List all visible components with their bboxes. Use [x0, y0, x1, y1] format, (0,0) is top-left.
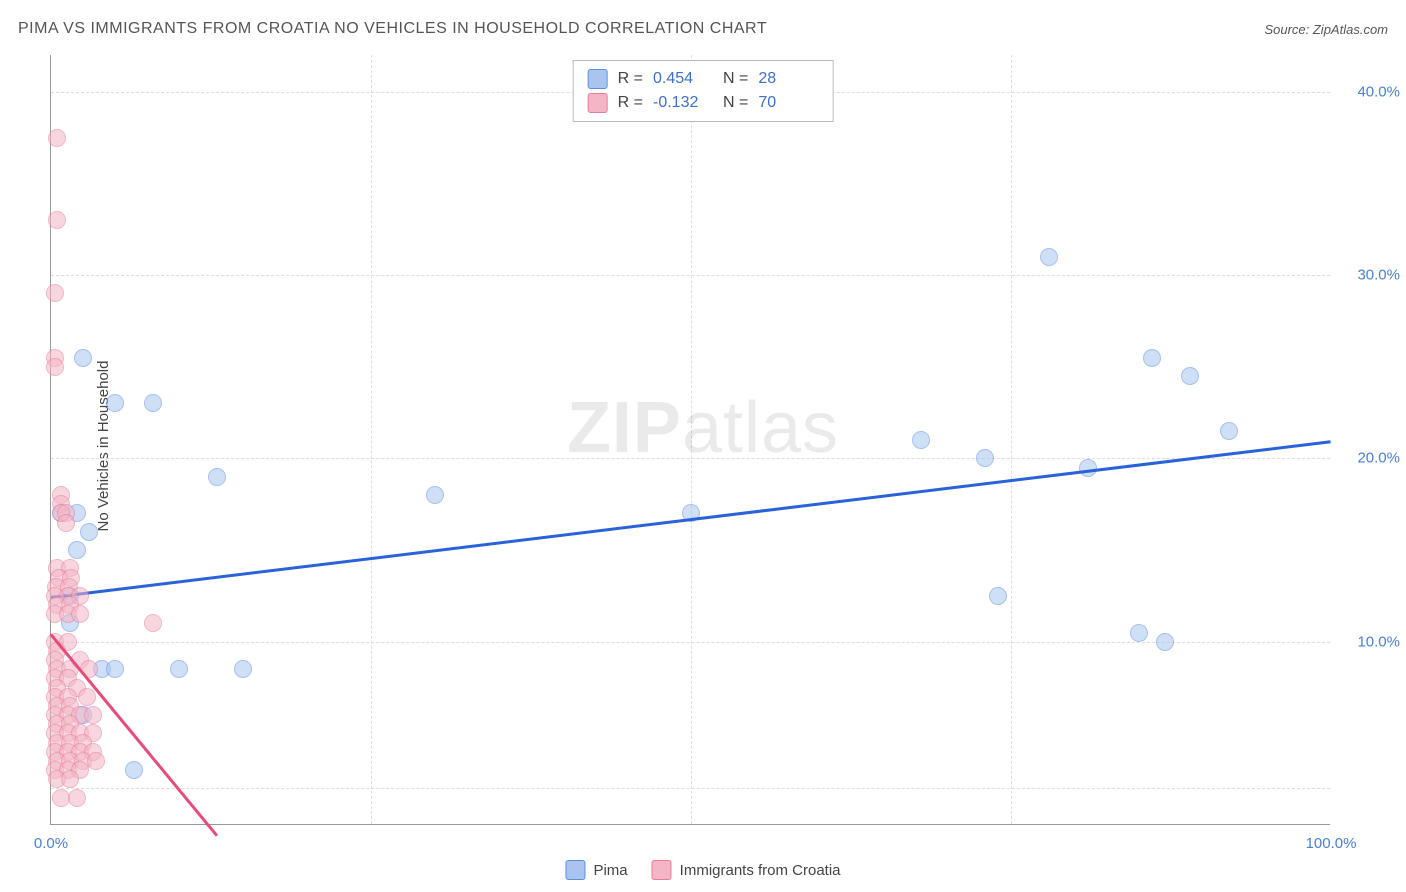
series-swatch — [588, 69, 608, 89]
n-label: N = — [723, 70, 748, 88]
data-point — [1040, 248, 1058, 266]
r-value: -0.132 — [653, 94, 713, 112]
data-point — [1130, 624, 1148, 642]
gridline-vertical — [371, 55, 372, 824]
data-point — [1220, 422, 1238, 440]
series-swatch — [652, 860, 672, 880]
data-point — [1181, 367, 1199, 385]
stats-row: R = -0.132 N = 70 — [588, 91, 819, 115]
r-value: 0.454 — [653, 70, 713, 88]
data-point — [87, 752, 105, 770]
data-point — [78, 688, 96, 706]
data-point — [170, 660, 188, 678]
data-point — [125, 761, 143, 779]
stats-row: R = 0.454 N = 28 — [588, 67, 819, 91]
gridline-vertical — [1011, 55, 1012, 824]
data-point — [46, 358, 64, 376]
n-value: 70 — [758, 94, 818, 112]
y-tick-label: 10.0% — [1340, 633, 1400, 650]
data-point — [989, 587, 1007, 605]
data-point — [74, 349, 92, 367]
data-point — [106, 394, 124, 412]
data-point — [80, 523, 98, 541]
legend-label: Pima — [593, 862, 627, 879]
data-point — [68, 789, 86, 807]
n-label: N = — [723, 94, 748, 112]
gridline-vertical — [691, 55, 692, 824]
data-point — [57, 514, 75, 532]
data-point — [208, 468, 226, 486]
y-tick-label: 20.0% — [1340, 450, 1400, 467]
data-point — [234, 660, 252, 678]
legend-label: Immigrants from Croatia — [680, 862, 841, 879]
data-point — [144, 614, 162, 632]
data-point — [106, 660, 124, 678]
data-point — [1079, 459, 1097, 477]
y-tick-label: 30.0% — [1340, 267, 1400, 284]
series-swatch — [565, 860, 585, 880]
data-point — [426, 486, 444, 504]
legend-item: Immigrants from Croatia — [652, 860, 841, 880]
data-point — [48, 211, 66, 229]
data-point — [68, 541, 86, 559]
r-label: R = — [618, 70, 643, 88]
data-point — [1143, 349, 1161, 367]
title-bar: PIMA VS IMMIGRANTS FROM CROATIA NO VEHIC… — [18, 20, 1388, 38]
data-point — [1156, 633, 1174, 651]
n-value: 28 — [758, 70, 818, 88]
x-tick-label: 0.0% — [34, 835, 68, 852]
data-point — [71, 605, 89, 623]
r-label: R = — [618, 94, 643, 112]
series-legend: Pima Immigrants from Croatia — [565, 860, 840, 880]
scatter-plot: 10.0%20.0%30.0%40.0%0.0%100.0% — [50, 55, 1330, 825]
data-point — [912, 431, 930, 449]
legend-item: Pima — [565, 860, 627, 880]
data-point — [46, 284, 64, 302]
y-tick-label: 40.0% — [1340, 83, 1400, 100]
data-point — [84, 706, 102, 724]
series-swatch — [588, 93, 608, 113]
source-attribution: Source: ZipAtlas.com — [1264, 22, 1388, 37]
x-tick-label: 100.0% — [1306, 835, 1357, 852]
data-point — [61, 770, 79, 788]
data-point — [48, 129, 66, 147]
data-point — [976, 449, 994, 467]
data-point — [144, 394, 162, 412]
stats-legend-box: R = 0.454 N = 28 R = -0.132 N = 70 — [573, 60, 834, 122]
chart-title: PIMA VS IMMIGRANTS FROM CROATIA NO VEHIC… — [18, 20, 767, 38]
